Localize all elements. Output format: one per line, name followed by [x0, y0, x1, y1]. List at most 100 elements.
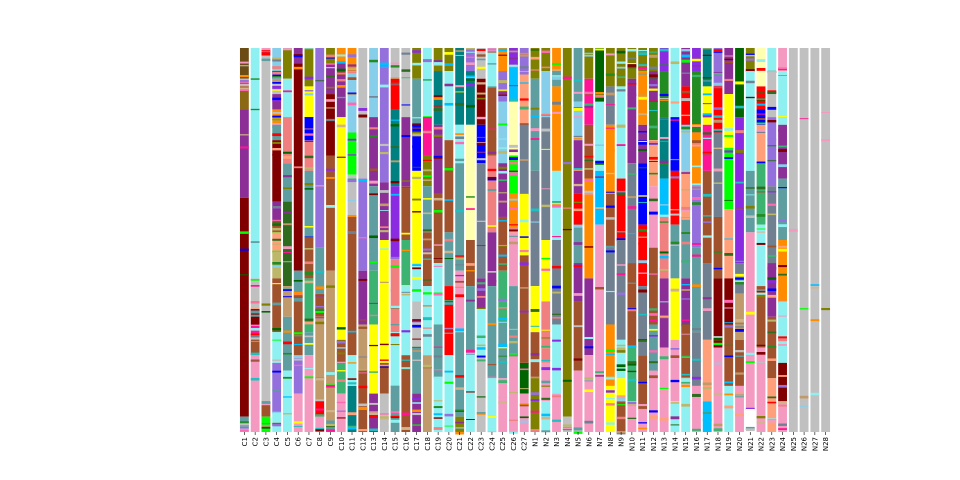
bar-segment: [659, 214, 669, 217]
bar-segment: [455, 158, 465, 162]
bar-segment: [778, 265, 787, 268]
bar-segment: [239, 248, 249, 251]
bar-segment: [239, 425, 249, 426]
bar-segment: [433, 193, 443, 264]
bar-segment: [412, 276, 422, 280]
bar-segment: [552, 76, 561, 78]
bar-segment: [616, 264, 626, 266]
bar-segment: [272, 100, 282, 102]
bar-segment: [347, 362, 357, 364]
bar-segment: [692, 183, 701, 186]
bar-segment: [745, 311, 755, 315]
bar-segment: [261, 401, 271, 417]
bar-segment: [659, 93, 669, 97]
bar-segment: [293, 166, 303, 169]
bar-segment: [498, 91, 508, 95]
bar-segment: [767, 245, 777, 248]
bar-segment: [412, 131, 422, 134]
bar-segment: [530, 78, 540, 171]
bar-segment: [412, 424, 422, 426]
bar-segment: [605, 422, 615, 425]
bar-segment: [616, 378, 626, 402]
bar-segment: [272, 232, 282, 252]
bar-segment: [487, 48, 497, 87]
bar-segment: [272, 71, 282, 79]
bar-segment: [541, 148, 551, 150]
bar-segment: [735, 130, 744, 134]
bar-segment: [401, 52, 411, 55]
bar-segment: [444, 238, 454, 242]
bar-segment: [444, 258, 454, 260]
bar-segment: [239, 426, 249, 429]
bar-segment: [336, 85, 346, 88]
bar-segment: [476, 355, 486, 358]
bar-segment: [530, 309, 540, 312]
bar-segment: [272, 140, 282, 202]
bar-segment: [541, 397, 551, 400]
bar-segment: [519, 255, 529, 363]
bar-segment: [713, 337, 723, 341]
bar-segment: [422, 59, 432, 63]
bar-segment: [638, 228, 648, 232]
bar-segment: [638, 408, 648, 432]
bar-segment: [692, 58, 701, 62]
x-tick-label: N7: [596, 437, 604, 447]
bar-segment: [272, 124, 282, 141]
bar-segment: [433, 369, 443, 371]
bar-segment: [745, 96, 755, 99]
bar-segment: [272, 123, 282, 126]
bar-segment: [261, 416, 271, 432]
bar-segment: [573, 325, 583, 328]
bar-segment: [283, 289, 292, 291]
bar-segment: [681, 381, 691, 384]
bar-segment: [487, 138, 497, 140]
bar-segment: [466, 62, 475, 66]
bar-segment: [239, 79, 249, 82]
bar-segment: [745, 205, 755, 209]
bar-segment: [304, 93, 314, 96]
bar-segment: [509, 353, 518, 355]
bar-segment: [810, 48, 820, 432]
bar-segment: [315, 416, 325, 432]
bar-segment: [498, 216, 508, 271]
bar-segment: [713, 216, 723, 279]
bar-segment: [412, 62, 422, 66]
bar-segment: [455, 328, 465, 331]
bar-segment: [745, 361, 755, 364]
bar-segment: [422, 48, 432, 118]
bar-segment: [422, 186, 432, 233]
bar-segment: [735, 413, 744, 417]
bar-segment: [519, 71, 529, 125]
bar-segment: [605, 353, 615, 355]
bar-segment: [379, 203, 389, 207]
bar-segment: [519, 123, 529, 126]
bar-segment: [702, 297, 712, 300]
bar-segment: [724, 134, 734, 137]
bar-segment: [509, 161, 518, 165]
bar-segment: [444, 425, 454, 427]
bar-segment: [476, 78, 486, 125]
bar-segment: [605, 403, 615, 406]
bar-segment: [390, 124, 400, 127]
bar-segment: [250, 352, 260, 356]
bar-segment: [412, 412, 422, 416]
bar-segment: [272, 339, 282, 341]
bar-segment: [433, 244, 443, 246]
bar-segment: [433, 64, 443, 66]
bar-segment: [379, 143, 389, 147]
bar-segment: [756, 228, 766, 230]
bar-segment: [466, 51, 475, 53]
bar-segment: [702, 93, 712, 96]
bar-segment: [498, 138, 508, 140]
x-tick-label: C11: [349, 437, 357, 451]
bar-segment: [595, 163, 604, 165]
bar-segment: [250, 328, 260, 331]
bar-segment: [670, 348, 680, 350]
bar-segment: [326, 168, 335, 171]
bar-segment: [379, 362, 389, 394]
bar-segment: [272, 243, 282, 245]
bar-segment: [476, 136, 486, 138]
bar-segment: [778, 301, 787, 363]
bar-segment: [595, 287, 604, 290]
bar-segment: [692, 71, 701, 133]
